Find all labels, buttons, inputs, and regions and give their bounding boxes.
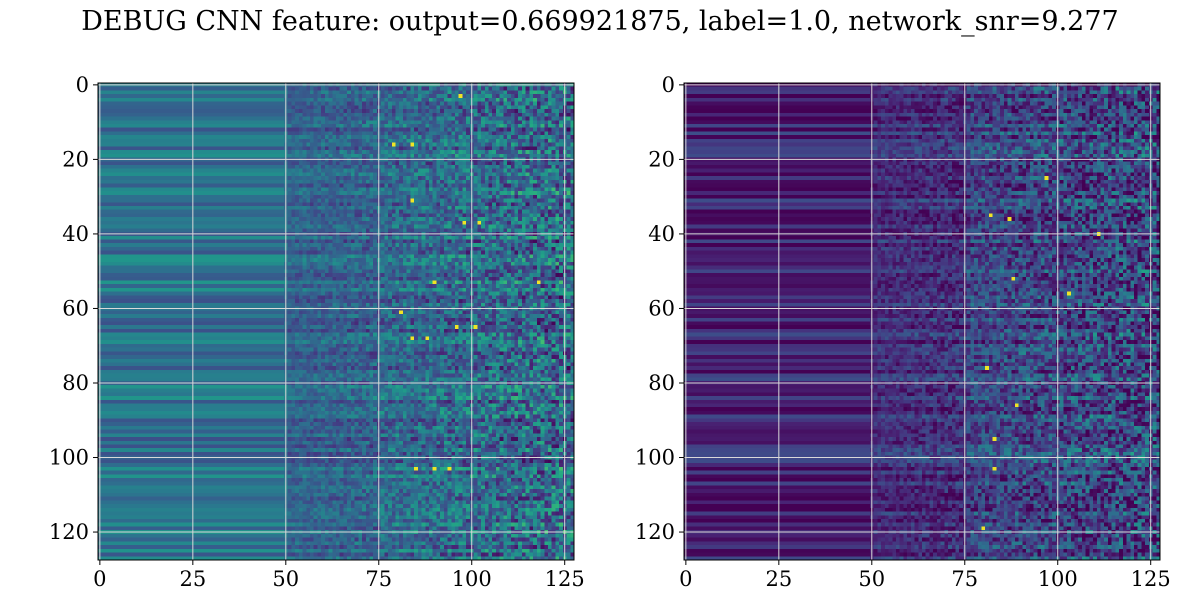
- y-tick-label: 120: [49, 520, 89, 544]
- y-tick-label: 0: [662, 73, 675, 97]
- x-tick-label: 125: [545, 567, 585, 591]
- x-tick-label: 0: [93, 567, 106, 591]
- plot-frame: [97, 82, 575, 561]
- y-tick-label: 80: [648, 371, 675, 395]
- x-tick-label: 50: [858, 567, 885, 591]
- heatmap-panel-left: 0 25 50 75 100 125 0 20 40 60 80 100 120: [49, 73, 585, 591]
- y-tick-label: 80: [62, 371, 89, 395]
- x-tick-label: 125: [1131, 567, 1171, 591]
- x-tick-label: 100: [1038, 567, 1078, 591]
- y-tick-label: 120: [635, 520, 675, 544]
- x-tick-label: 25: [179, 567, 206, 591]
- y-tick-label: 100: [49, 446, 89, 470]
- y-tick-label: 60: [648, 296, 675, 320]
- x-tick-label: 75: [365, 567, 392, 591]
- x-tick-label: 100: [452, 567, 492, 591]
- x-tick-label: 75: [951, 567, 978, 591]
- x-tick-label: 25: [765, 567, 792, 591]
- y-tick-label: 100: [635, 446, 675, 470]
- y-tick-label: 40: [648, 222, 675, 246]
- heatmap-image: [684, 83, 1160, 560]
- y-tick-label: 0: [76, 73, 89, 97]
- y-tick-label: 20: [648, 147, 675, 171]
- heatmap-panel-right: 0 25 50 75 100 125 0 20 40 60 80 100 120: [635, 73, 1171, 591]
- x-tick-label: 0: [679, 567, 692, 591]
- y-tick-label: 40: [62, 222, 89, 246]
- heatmap-image: [98, 83, 574, 560]
- figure-title: DEBUG CNN feature: output=0.669921875, l…: [81, 6, 1119, 37]
- x-tick-label: 50: [272, 567, 299, 591]
- y-tick-label: 20: [62, 147, 89, 171]
- plot-frame: [683, 82, 1161, 561]
- y-tick-label: 60: [62, 296, 89, 320]
